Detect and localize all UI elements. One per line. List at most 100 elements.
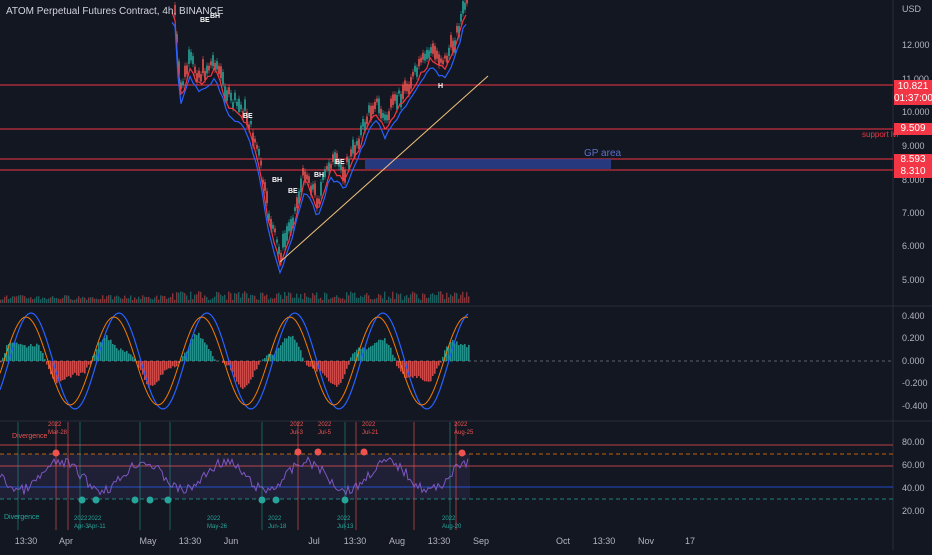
rsi-bottom-date-label: Apr-11 (88, 524, 106, 530)
histogram-bar (110, 340, 112, 361)
candle-body (302, 168, 304, 175)
volume-bar (246, 293, 247, 303)
volume-bar (318, 299, 319, 303)
candle-body (448, 48, 450, 56)
histogram-bar (80, 361, 82, 373)
price-axis-tick: 9.000 (902, 141, 925, 151)
candle-body (434, 46, 436, 59)
price-axis-tick: 6.000 (902, 241, 925, 251)
volume-bar (300, 294, 301, 303)
histogram-bar (328, 361, 330, 381)
candle-body (432, 43, 434, 53)
volume-bar (248, 298, 249, 303)
volume-bar (232, 300, 233, 303)
volume-bar (328, 299, 329, 303)
candle-body (440, 58, 442, 62)
histogram-bar (430, 361, 432, 381)
volume-bar (256, 299, 257, 303)
time-axis-label: Nov (638, 536, 655, 546)
histogram-bar (40, 351, 42, 361)
histogram-bar (332, 361, 334, 384)
volume-bar (46, 299, 47, 303)
histogram-bar (84, 361, 86, 373)
histogram-bar (394, 358, 396, 361)
candle-body (218, 66, 220, 74)
histogram-bar (130, 354, 132, 361)
volume-bar (172, 293, 173, 303)
volume-bar (210, 300, 211, 303)
volume-bar (160, 295, 161, 303)
candle-body (282, 234, 284, 248)
histogram-bar (24, 345, 26, 361)
volume-bar (106, 296, 107, 303)
histogram-bar (386, 344, 388, 361)
candle-body (210, 61, 212, 65)
candle-body (318, 199, 320, 204)
rsi-top-date-label: Jul-3 (290, 430, 304, 436)
volume-bar (212, 298, 213, 303)
candle-body (204, 71, 206, 80)
histogram-bar (462, 345, 464, 361)
candle-body (196, 73, 198, 81)
volume-bar (338, 297, 339, 303)
volume-bar (108, 295, 109, 303)
rsi-top-date-label: 2022 (318, 422, 332, 428)
volume-bar (280, 295, 281, 303)
volume-bar (438, 292, 439, 303)
volume-bar (162, 296, 163, 303)
candle-body (320, 182, 322, 196)
histogram-bar (286, 338, 288, 361)
volume-bar (220, 295, 221, 303)
candle-body (372, 106, 374, 114)
volume-bar (196, 294, 197, 303)
volume-bar (70, 299, 71, 303)
volume-bar (156, 296, 157, 303)
volume-bar (462, 292, 463, 303)
histogram-bar (156, 361, 158, 382)
oscillator-panel[interactable] (0, 313, 893, 409)
bearish-divergence-dot (53, 450, 60, 457)
signal-marker: BE (200, 17, 210, 24)
histogram-bar (152, 361, 154, 386)
volume-bar (290, 293, 291, 303)
volume-bar (430, 294, 431, 303)
volume-bar (434, 295, 435, 303)
chart-title: ATOM Perpetual Futures Contract, 4h, BIN… (6, 6, 224, 17)
volume-bar (158, 300, 159, 303)
volume-bar (94, 299, 95, 303)
histogram-bar (206, 345, 208, 361)
candle-body (466, 0, 468, 3)
histogram-bar (366, 349, 368, 361)
volume-bar (416, 294, 417, 303)
volume-bar (370, 299, 371, 303)
candle-body (314, 183, 316, 195)
rsi-bottom-date-label: 2022 (88, 516, 102, 522)
volume-bar (234, 293, 235, 303)
histogram-bar (414, 361, 416, 376)
rsi-bottom-date-label: 2022 (268, 516, 282, 522)
signal-marker: BH (272, 177, 282, 184)
candle-body (328, 162, 330, 170)
candle-body (266, 191, 268, 203)
histogram-bar (296, 343, 298, 361)
histogram-bar (88, 361, 90, 365)
bearish-divergence-dot (315, 449, 322, 456)
histogram-bar (246, 361, 248, 385)
candle-body (404, 80, 406, 90)
volume-bar (80, 298, 81, 303)
volume-bar (184, 293, 185, 303)
volume-bar (312, 293, 313, 303)
volume-bar (276, 294, 277, 303)
histogram-bar (322, 361, 324, 373)
volume-bar (394, 299, 395, 303)
volume-bar (102, 295, 103, 303)
volume-bar (164, 296, 165, 303)
histogram-bar (252, 361, 254, 377)
candle-body (418, 59, 420, 66)
histogram-bar (150, 361, 152, 385)
candle-body (236, 102, 238, 106)
rsi-panel[interactable]: 2022Mar-282022Jul-32022Jul-52022Jul-2120… (0, 422, 893, 530)
